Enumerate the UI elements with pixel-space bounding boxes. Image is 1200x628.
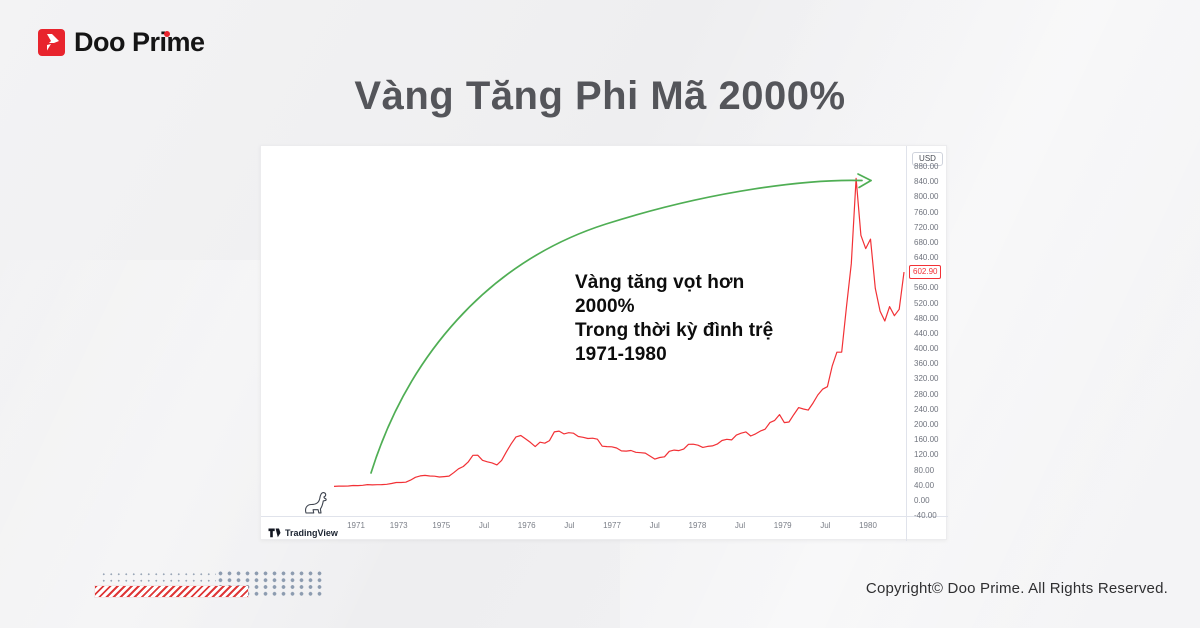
x-axis-tick: Jul (564, 521, 575, 530)
x-axis-tick: Jul (478, 521, 490, 530)
doo-prime-logo-icon (38, 28, 65, 56)
y-axis-tick: 240.00 (914, 404, 939, 414)
tradingview-icon (268, 528, 281, 538)
x-axis-tick: 1979 (773, 521, 792, 530)
x-axis-tick: 1971 (347, 521, 365, 530)
growth-arrow (370, 173, 872, 474)
hatched-bar-decoration (95, 586, 248, 597)
x-axis-tick: Jul (649, 521, 660, 530)
chart-card: Vàng tăng vọt hơn 2000% Trong thời kỳ đì… (260, 145, 948, 541)
x-axis-tick: 1977 (603, 521, 621, 530)
y-axis-tick: 280.00 (914, 389, 939, 399)
x-axis-tick: 1973 (389, 521, 408, 530)
y-axis-tick: 520.00 (914, 298, 939, 308)
x-axis-tick: Jul (734, 521, 746, 530)
y-axis-tick: 640.00 (914, 253, 939, 262)
logo-i-dot (164, 31, 170, 37)
y-axis-tick: 120.00 (914, 450, 939, 460)
y-axis-tick: 160.00 (914, 435, 939, 445)
x-axis-tick: 1980 (859, 521, 877, 530)
brand-name: Doo Prime (74, 27, 205, 57)
gold-price-chart (305, 173, 905, 514)
y-axis-tick: 360.00 (914, 359, 939, 369)
annotation-line: 1971-1980 (575, 344, 667, 365)
last-price-label: 602.90 (909, 265, 942, 280)
y-axis-tick: 320.00 (914, 374, 939, 384)
chart-annotation: Vàng tăng vọt hơn 2000% Trong thời kỳ đì… (575, 271, 825, 367)
currency-label: USD (912, 152, 943, 166)
y-axis-tick: 760.00 (914, 207, 939, 217)
y-axis-tick: 480.00 (914, 313, 939, 323)
y-axis-tick: 560.00 (914, 283, 939, 293)
dinosaur-icon (305, 492, 327, 514)
annotation-line: Vàng tăng vọt hơn (575, 272, 745, 293)
page-title: Vàng Tăng Phi Mã 2000% (354, 74, 846, 118)
price-line-series (333, 177, 905, 487)
y-axis-tick: 80.00 (914, 465, 935, 475)
y-axis-tick: 800.00 (914, 192, 939, 202)
y-axis-tick: 440.00 (914, 328, 939, 338)
y-axis-tick: 40.00 (914, 480, 935, 490)
time-axis: 1971 1973 1975 Jul 1976 Jul 1977 Jul 1978 Jul 1979… (261, 516, 948, 541)
y-axis-tick: 0.00 (914, 495, 930, 505)
tradingview-label: TradingView (285, 528, 338, 538)
y-axis-tick: 680.00 (914, 237, 939, 247)
annotation-line: Trong thời kỳ đình trệ (575, 320, 774, 341)
x-axis-tick: Jul (820, 521, 831, 530)
x-axis-tick: 1975 (432, 521, 451, 530)
y-axis-tick: 840.00 (914, 177, 939, 187)
doo-prime-logo: Doo Prime (38, 26, 205, 58)
x-axis-tick: 1978 (688, 521, 707, 530)
y-axis-tick: -40.00 (914, 511, 937, 520)
copyright-text: Copyright© Doo Prime. All Rights Reserve… (865, 580, 1168, 597)
y-axis-tick: 200.00 (914, 420, 939, 429)
y-axis-tick: 400.00 (914, 344, 939, 354)
price-axis: USD 602.90 880.00 840.00 800.00 760.00 720.0… (906, 146, 948, 541)
tradingview-attribution: TradingView (268, 528, 338, 538)
annotation-line: 2000% (575, 296, 635, 317)
y-axis-tick: 880.00 (914, 162, 939, 171)
y-axis-tick: 720.00 (914, 222, 939, 232)
x-axis-tick: 1976 (517, 521, 536, 530)
